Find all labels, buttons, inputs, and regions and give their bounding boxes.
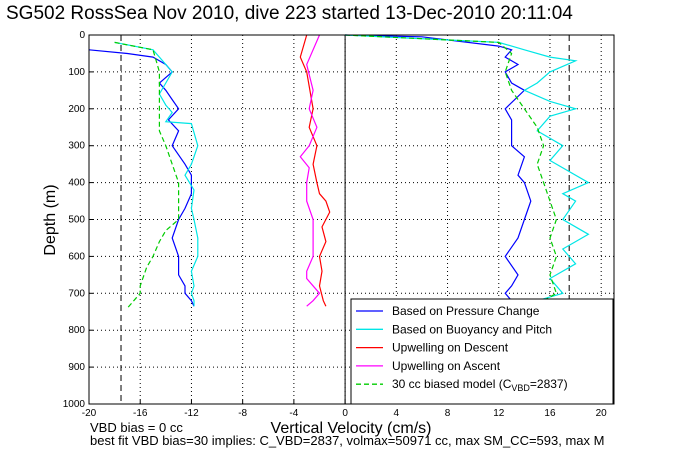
y-tick-label: 0 <box>79 30 85 41</box>
best-fit-note: best fit VBD bias=30 implies: C_VBD=2837… <box>90 433 605 448</box>
legend-label: Based on Pressure Change <box>392 304 540 318</box>
legend-label: 30 cc biased model (CVBD=2837) <box>392 377 568 393</box>
series-line <box>299 34 331 307</box>
legend-label: Upwelling on Descent <box>392 341 509 355</box>
y-tick-label: 600 <box>68 251 85 262</box>
y-tick-label: 800 <box>68 325 85 336</box>
legend: Based on Pressure Change Based on Buoyanc… <box>350 298 614 405</box>
y-tick-label: 400 <box>68 178 85 189</box>
x-tick-label: 0 <box>342 408 348 419</box>
x-tick-label: 8 <box>445 408 451 419</box>
chart-title: SG502 RossSea Nov 2010, dive 223 started… <box>6 3 573 24</box>
x-tick-label: -4 <box>289 408 298 419</box>
series-line <box>114 41 180 309</box>
y-tick-label: 200 <box>68 104 85 115</box>
y-tick-label: 500 <box>68 215 85 226</box>
series-line <box>299 34 321 307</box>
legend-box <box>350 298 614 405</box>
legend-label-text: Upwelling on Ascent <box>392 359 501 373</box>
series-line <box>88 49 195 307</box>
x-axis-label: Vertical Velocity (cm/s) <box>271 420 432 437</box>
x-tick-label: 4 <box>394 408 400 419</box>
legend-label-subscript: VBD <box>511 383 530 393</box>
legend-label-text: Upwelling on Descent <box>392 341 509 355</box>
x-tick-label: -12 <box>184 408 199 419</box>
y-axis-label: Depth (m) <box>42 184 59 255</box>
legend-label: Based on Buoyancy and Pitch <box>392 322 552 336</box>
x-tick-label: -16 <box>133 408 148 419</box>
y-tick-label: 1000 <box>63 399 86 410</box>
y-tick-label: 900 <box>68 362 85 373</box>
y-tick-label: 700 <box>68 288 85 299</box>
x-tick-label: 20 <box>596 408 608 419</box>
vbd-bias-note: VBD bias = 0 cc <box>90 420 183 435</box>
legend-label: Upwelling on Ascent <box>392 359 501 373</box>
series-line <box>345 34 558 309</box>
x-tick-label: 16 <box>544 408 556 419</box>
legend-label-text: Based on Buoyancy and Pitch <box>392 322 552 336</box>
x-tick-label: -8 <box>238 408 247 419</box>
x-tick-label: 12 <box>493 408 505 419</box>
legend-label-text: Based on Pressure Change <box>392 304 540 318</box>
y-tick-label: 300 <box>68 141 85 152</box>
series-line <box>114 41 199 307</box>
series-line <box>345 34 532 302</box>
x-tick-label: -20 <box>82 408 97 419</box>
y-tick-label: 100 <box>68 67 85 78</box>
legend-label-tail: =2837) <box>530 377 568 391</box>
series-line <box>345 34 590 302</box>
legend-label-text: 30 cc biased model (C <box>392 377 512 391</box>
